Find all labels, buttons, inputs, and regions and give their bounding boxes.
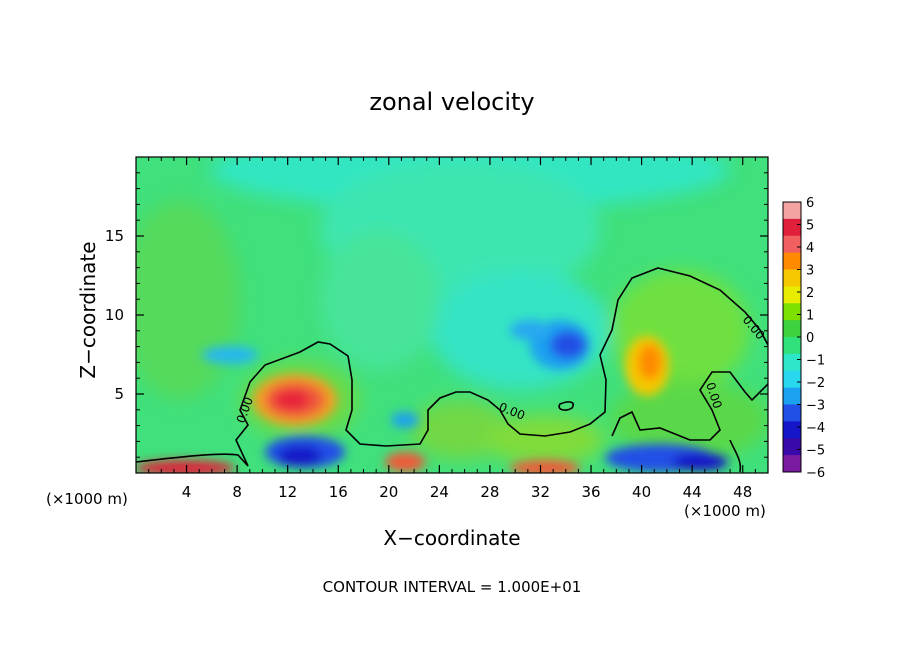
colorbar-swatch	[783, 455, 801, 473]
colorbar-swatch	[783, 218, 801, 237]
colorbar-tick-label: −1	[806, 354, 825, 369]
colorbar-swatch	[783, 303, 801, 321]
colorbar-swatch	[783, 235, 801, 254]
colorbar-tick-label: 0	[806, 331, 814, 346]
x-tick-label: 20	[379, 483, 398, 501]
zero-contour	[136, 267, 768, 467]
x-tick-label: 24	[430, 483, 449, 501]
heatmap-field	[136, 157, 768, 473]
colorbar-tick-label: −2	[806, 376, 825, 391]
x-tick-label: 8	[232, 483, 242, 501]
x-tick-label: 4	[182, 483, 192, 501]
y-tick-label: 10	[105, 306, 124, 324]
colorbar-swatch	[783, 387, 801, 405]
x-axis-label: X−coordinate	[383, 526, 521, 550]
x-tick-label: 12	[278, 483, 297, 501]
colorbar-swatch	[783, 202, 801, 220]
colorbar-swatch	[783, 404, 801, 422]
colorbar-swatch	[783, 353, 801, 372]
x-axis: 4 8 12 16 20 24 28 32 36 40 44 48	[148, 157, 756, 501]
colorbar-tick-label: 3	[806, 264, 814, 279]
colorbar-swatch	[783, 370, 801, 389]
colorbar-tick-label: −4	[806, 421, 825, 436]
y-axis: 5 10 15	[105, 172, 768, 458]
x-tick-label: 28	[480, 483, 499, 501]
x-tick-label: 16	[329, 483, 348, 501]
colorbar-swatch	[783, 320, 801, 338]
x-tick-label: 36	[581, 483, 600, 501]
colorbar-swatch	[783, 421, 801, 439]
colorbar-tick-label: −5	[806, 444, 825, 459]
colorbar-swatch	[783, 286, 801, 304]
x-unit-label-left: (×1000 m)	[46, 490, 128, 508]
colorbar-tick-label: −3	[806, 399, 825, 414]
x-tick-label: 40	[632, 483, 651, 501]
colorbar: 6 5 4 3 2 1 0 −1 −2 −3 −4 −5 −6	[782, 196, 825, 481]
colorbar-tick-label: 1	[806, 309, 814, 324]
x-tick-label: 32	[531, 483, 550, 501]
x-tick-label: 44	[683, 483, 702, 501]
y-tick-label: 5	[114, 385, 124, 403]
colorbar-swatch	[783, 438, 801, 456]
y-tick-label: 15	[105, 227, 124, 245]
contour-interval-note: CONTOUR INTERVAL = 1.000E+01	[322, 578, 582, 596]
x-unit-label-right: (×1000 m)	[684, 502, 766, 520]
x-tick-label: 48	[733, 483, 752, 501]
colorbar-swatch	[783, 252, 801, 270]
chart-title: zonal velocity	[369, 88, 535, 116]
colorbar-tick-label: 6	[806, 196, 814, 211]
colorbar-tick-label: −6	[806, 466, 825, 481]
colorbar-swatch	[783, 337, 801, 355]
colorbar-tick-label: 2	[806, 286, 814, 301]
y-axis-label: Z−coordinate	[76, 241, 100, 379]
colorbar-tick-label: 5	[806, 219, 814, 234]
colorbar-swatch	[783, 269, 801, 287]
colorbar-tick-label: 4	[806, 241, 814, 256]
